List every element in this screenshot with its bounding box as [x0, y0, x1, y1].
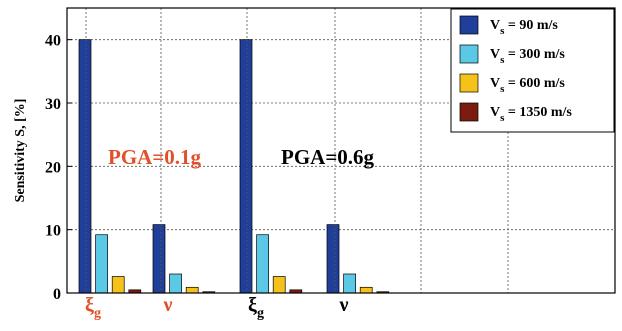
y-tick-label: 0: [53, 286, 61, 303]
axes-frame: [66, 7, 616, 294]
bar: [185, 286, 199, 294]
legend-swatch: [459, 15, 479, 35]
legend-label: Vs = 600 m/s: [490, 76, 565, 95]
pga-annotation: PGA=0.1g: [108, 145, 202, 169]
legend-label: Vs = 90 m/s: [490, 18, 558, 37]
y-axis-label: Sensitivity S, [%]: [13, 99, 28, 203]
bar: [169, 273, 182, 294]
legend-swatch: [459, 73, 479, 93]
bar: [95, 234, 108, 294]
bar: [256, 234, 269, 294]
x-tick-label: ν: [339, 294, 349, 316]
x-tick-label: ν: [163, 294, 173, 316]
bar: [239, 39, 253, 294]
bar: [152, 224, 166, 294]
bar: [78, 39, 92, 294]
legend-label: Vs = 300 m/s: [490, 47, 565, 66]
x-tick-label: ξg: [248, 294, 264, 321]
y-tick-label: 40: [45, 33, 61, 50]
bar: [326, 224, 340, 294]
bar: [343, 273, 356, 294]
x-tick-label: ξg: [85, 294, 101, 321]
legend-label: Vs = 1350 m/s: [490, 105, 572, 124]
bar: [359, 286, 373, 294]
bar: [272, 276, 286, 294]
y-tick-label: 10: [45, 223, 61, 240]
pga-annotation: PGA=0.6g: [281, 145, 375, 169]
y-tick-label: 30: [45, 96, 61, 113]
bar: [111, 276, 125, 294]
y-tick-label: 20: [45, 159, 61, 176]
legend-swatch: [459, 44, 479, 64]
legend-swatch: [459, 102, 479, 122]
